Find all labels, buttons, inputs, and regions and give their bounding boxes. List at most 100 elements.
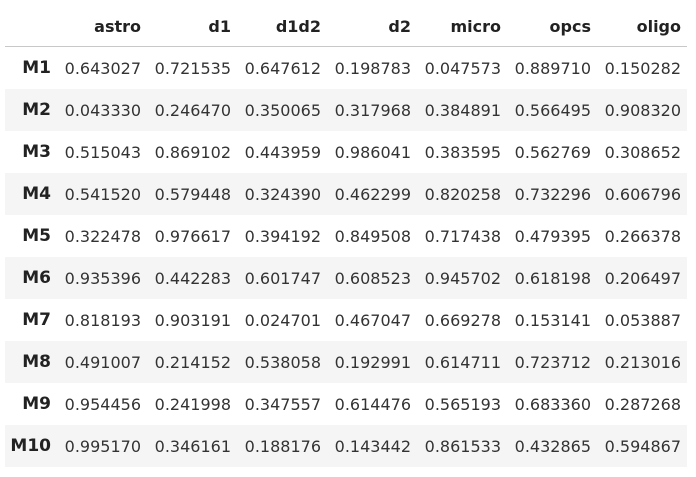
table-cell: 0.935396 bbox=[64, 268, 141, 288]
table-cell: 0.024701 bbox=[244, 310, 321, 330]
table-cell: 0.614476 bbox=[334, 394, 411, 414]
row-index-label: M7 bbox=[22, 310, 51, 330]
table-cell: 0.643027 bbox=[64, 58, 141, 78]
table-cell: 0.606796 bbox=[604, 184, 681, 204]
table-cell: 0.192991 bbox=[334, 352, 411, 372]
table-cell: 0.491007 bbox=[64, 352, 141, 372]
row-index-label: M3 bbox=[22, 142, 51, 162]
table-cell: 0.849508 bbox=[334, 226, 411, 246]
table-cell: 0.350065 bbox=[244, 100, 321, 120]
table-cell: 0.462299 bbox=[334, 184, 411, 204]
table-cell: 0.324390 bbox=[244, 184, 321, 204]
table-header: astro d1 d1d2 d2 micro opcs oligo bbox=[5, 7, 687, 47]
table-cell: 0.566495 bbox=[514, 100, 591, 120]
row-index-label: M9 bbox=[22, 394, 51, 414]
table-cell: 0.723712 bbox=[514, 352, 591, 372]
table-cell: 0.287268 bbox=[604, 394, 681, 414]
column-header-d2: d2 bbox=[327, 7, 417, 47]
table-row: M2 0.043330 0.246470 0.350065 0.317968 0.3848… bbox=[5, 89, 687, 131]
column-header-astro: astro bbox=[57, 7, 147, 47]
table-cell: 0.647612 bbox=[244, 58, 321, 78]
table-row: M5 0.322478 0.976617 0.394192 0.849508 0.7174… bbox=[5, 215, 687, 257]
table-cell: 0.995170 bbox=[64, 436, 141, 456]
table-cell: 0.394192 bbox=[244, 226, 321, 246]
table-row: M3 0.515043 0.869102 0.443959 0.986041 0.3835… bbox=[5, 131, 687, 173]
table-cell: 0.143442 bbox=[334, 436, 411, 456]
table-cell: 0.206497 bbox=[604, 268, 681, 288]
row-index-label: M10 bbox=[10, 436, 51, 456]
table-cell: 0.594867 bbox=[604, 436, 681, 456]
table-cell: 0.601747 bbox=[244, 268, 321, 288]
table-cell: 0.479395 bbox=[514, 226, 591, 246]
table-cell: 0.908320 bbox=[604, 100, 681, 120]
table-cell: 0.432865 bbox=[514, 436, 591, 456]
table-cell: 0.541520 bbox=[64, 184, 141, 204]
row-index-label: M1 bbox=[22, 58, 51, 78]
dataframe-container: astro d1 d1d2 d2 micro opcs oligo M1 0.643027 0.… bbox=[5, 7, 687, 467]
row-index-label: M8 bbox=[22, 352, 51, 372]
dataframe-table: astro d1 d1d2 d2 micro opcs oligo M1 0.643027 0.… bbox=[5, 7, 687, 467]
table-row: M9 0.954456 0.241998 0.347557 0.614476 0.5651… bbox=[5, 383, 687, 425]
table-cell: 0.047573 bbox=[424, 58, 501, 78]
table-cell: 0.150282 bbox=[604, 58, 681, 78]
row-index-label: M2 bbox=[22, 100, 51, 120]
table-cell: 0.241998 bbox=[154, 394, 231, 414]
table-cell: 0.614711 bbox=[424, 352, 501, 372]
column-header-d1d2: d1d2 bbox=[237, 7, 327, 47]
table-cell: 0.515043 bbox=[64, 142, 141, 162]
table-row: M8 0.491007 0.214152 0.538058 0.192991 0.6147… bbox=[5, 341, 687, 383]
table-cell: 0.732296 bbox=[514, 184, 591, 204]
table-cell: 0.579448 bbox=[154, 184, 231, 204]
table-cell: 0.213016 bbox=[604, 352, 681, 372]
table-row: M6 0.935396 0.442283 0.601747 0.608523 0.9457… bbox=[5, 257, 687, 299]
table-cell: 0.188176 bbox=[244, 436, 321, 456]
table-cell: 0.346161 bbox=[154, 436, 231, 456]
table-cell: 0.053887 bbox=[604, 310, 681, 330]
column-header-opcs: opcs bbox=[507, 7, 597, 47]
table-cell: 0.562769 bbox=[514, 142, 591, 162]
table-cell: 0.214152 bbox=[154, 352, 231, 372]
table-cell: 0.308652 bbox=[604, 142, 681, 162]
table-cell: 0.869102 bbox=[154, 142, 231, 162]
table-cell: 0.565193 bbox=[424, 394, 501, 414]
column-header-oligo: oligo bbox=[597, 7, 687, 47]
row-index-label: M4 bbox=[22, 184, 51, 204]
table-cell: 0.818193 bbox=[64, 310, 141, 330]
table-cell: 0.717438 bbox=[424, 226, 501, 246]
table-cell: 0.889710 bbox=[514, 58, 591, 78]
table-cell: 0.153141 bbox=[514, 310, 591, 330]
table-cell: 0.683360 bbox=[514, 394, 591, 414]
table-cell: 0.618198 bbox=[514, 268, 591, 288]
table-cell: 0.820258 bbox=[424, 184, 501, 204]
table-cell: 0.608523 bbox=[334, 268, 411, 288]
table-row: M1 0.643027 0.721535 0.647612 0.198783 0.0475… bbox=[5, 47, 687, 90]
row-index-label: M6 bbox=[22, 268, 51, 288]
table-cell: 0.442283 bbox=[154, 268, 231, 288]
table-cell: 0.198783 bbox=[334, 58, 411, 78]
table-cell: 0.246470 bbox=[154, 100, 231, 120]
table-cell: 0.954456 bbox=[64, 394, 141, 414]
table-row: M7 0.818193 0.903191 0.024701 0.467047 0.6692… bbox=[5, 299, 687, 341]
header-row: astro d1 d1d2 d2 micro opcs oligo bbox=[5, 7, 687, 47]
table-cell: 0.669278 bbox=[424, 310, 501, 330]
table-cell: 0.467047 bbox=[334, 310, 411, 330]
table-cell: 0.903191 bbox=[154, 310, 231, 330]
row-index-label: M5 bbox=[22, 226, 51, 246]
table-cell: 0.538058 bbox=[244, 352, 321, 372]
table-cell: 0.721535 bbox=[154, 58, 231, 78]
table-row: M10 0.995170 0.346161 0.188176 0.143442 0.861… bbox=[5, 425, 687, 467]
table-cell: 0.043330 bbox=[64, 100, 141, 120]
table-cell: 0.976617 bbox=[154, 226, 231, 246]
table-cell: 0.317968 bbox=[334, 100, 411, 120]
table-cell: 0.945702 bbox=[424, 268, 501, 288]
table-cell: 0.266378 bbox=[604, 226, 681, 246]
table-cell: 0.861533 bbox=[424, 436, 501, 456]
column-header-d1: d1 bbox=[147, 7, 237, 47]
table-cell: 0.986041 bbox=[334, 142, 411, 162]
table-cell: 0.347557 bbox=[244, 394, 321, 414]
table-cell: 0.384891 bbox=[424, 100, 501, 120]
table-cell: 0.443959 bbox=[244, 142, 321, 162]
table-body: M1 0.643027 0.721535 0.647612 0.198783 0.0475… bbox=[5, 47, 687, 467]
column-header-micro: micro bbox=[417, 7, 507, 47]
index-header bbox=[5, 7, 57, 47]
